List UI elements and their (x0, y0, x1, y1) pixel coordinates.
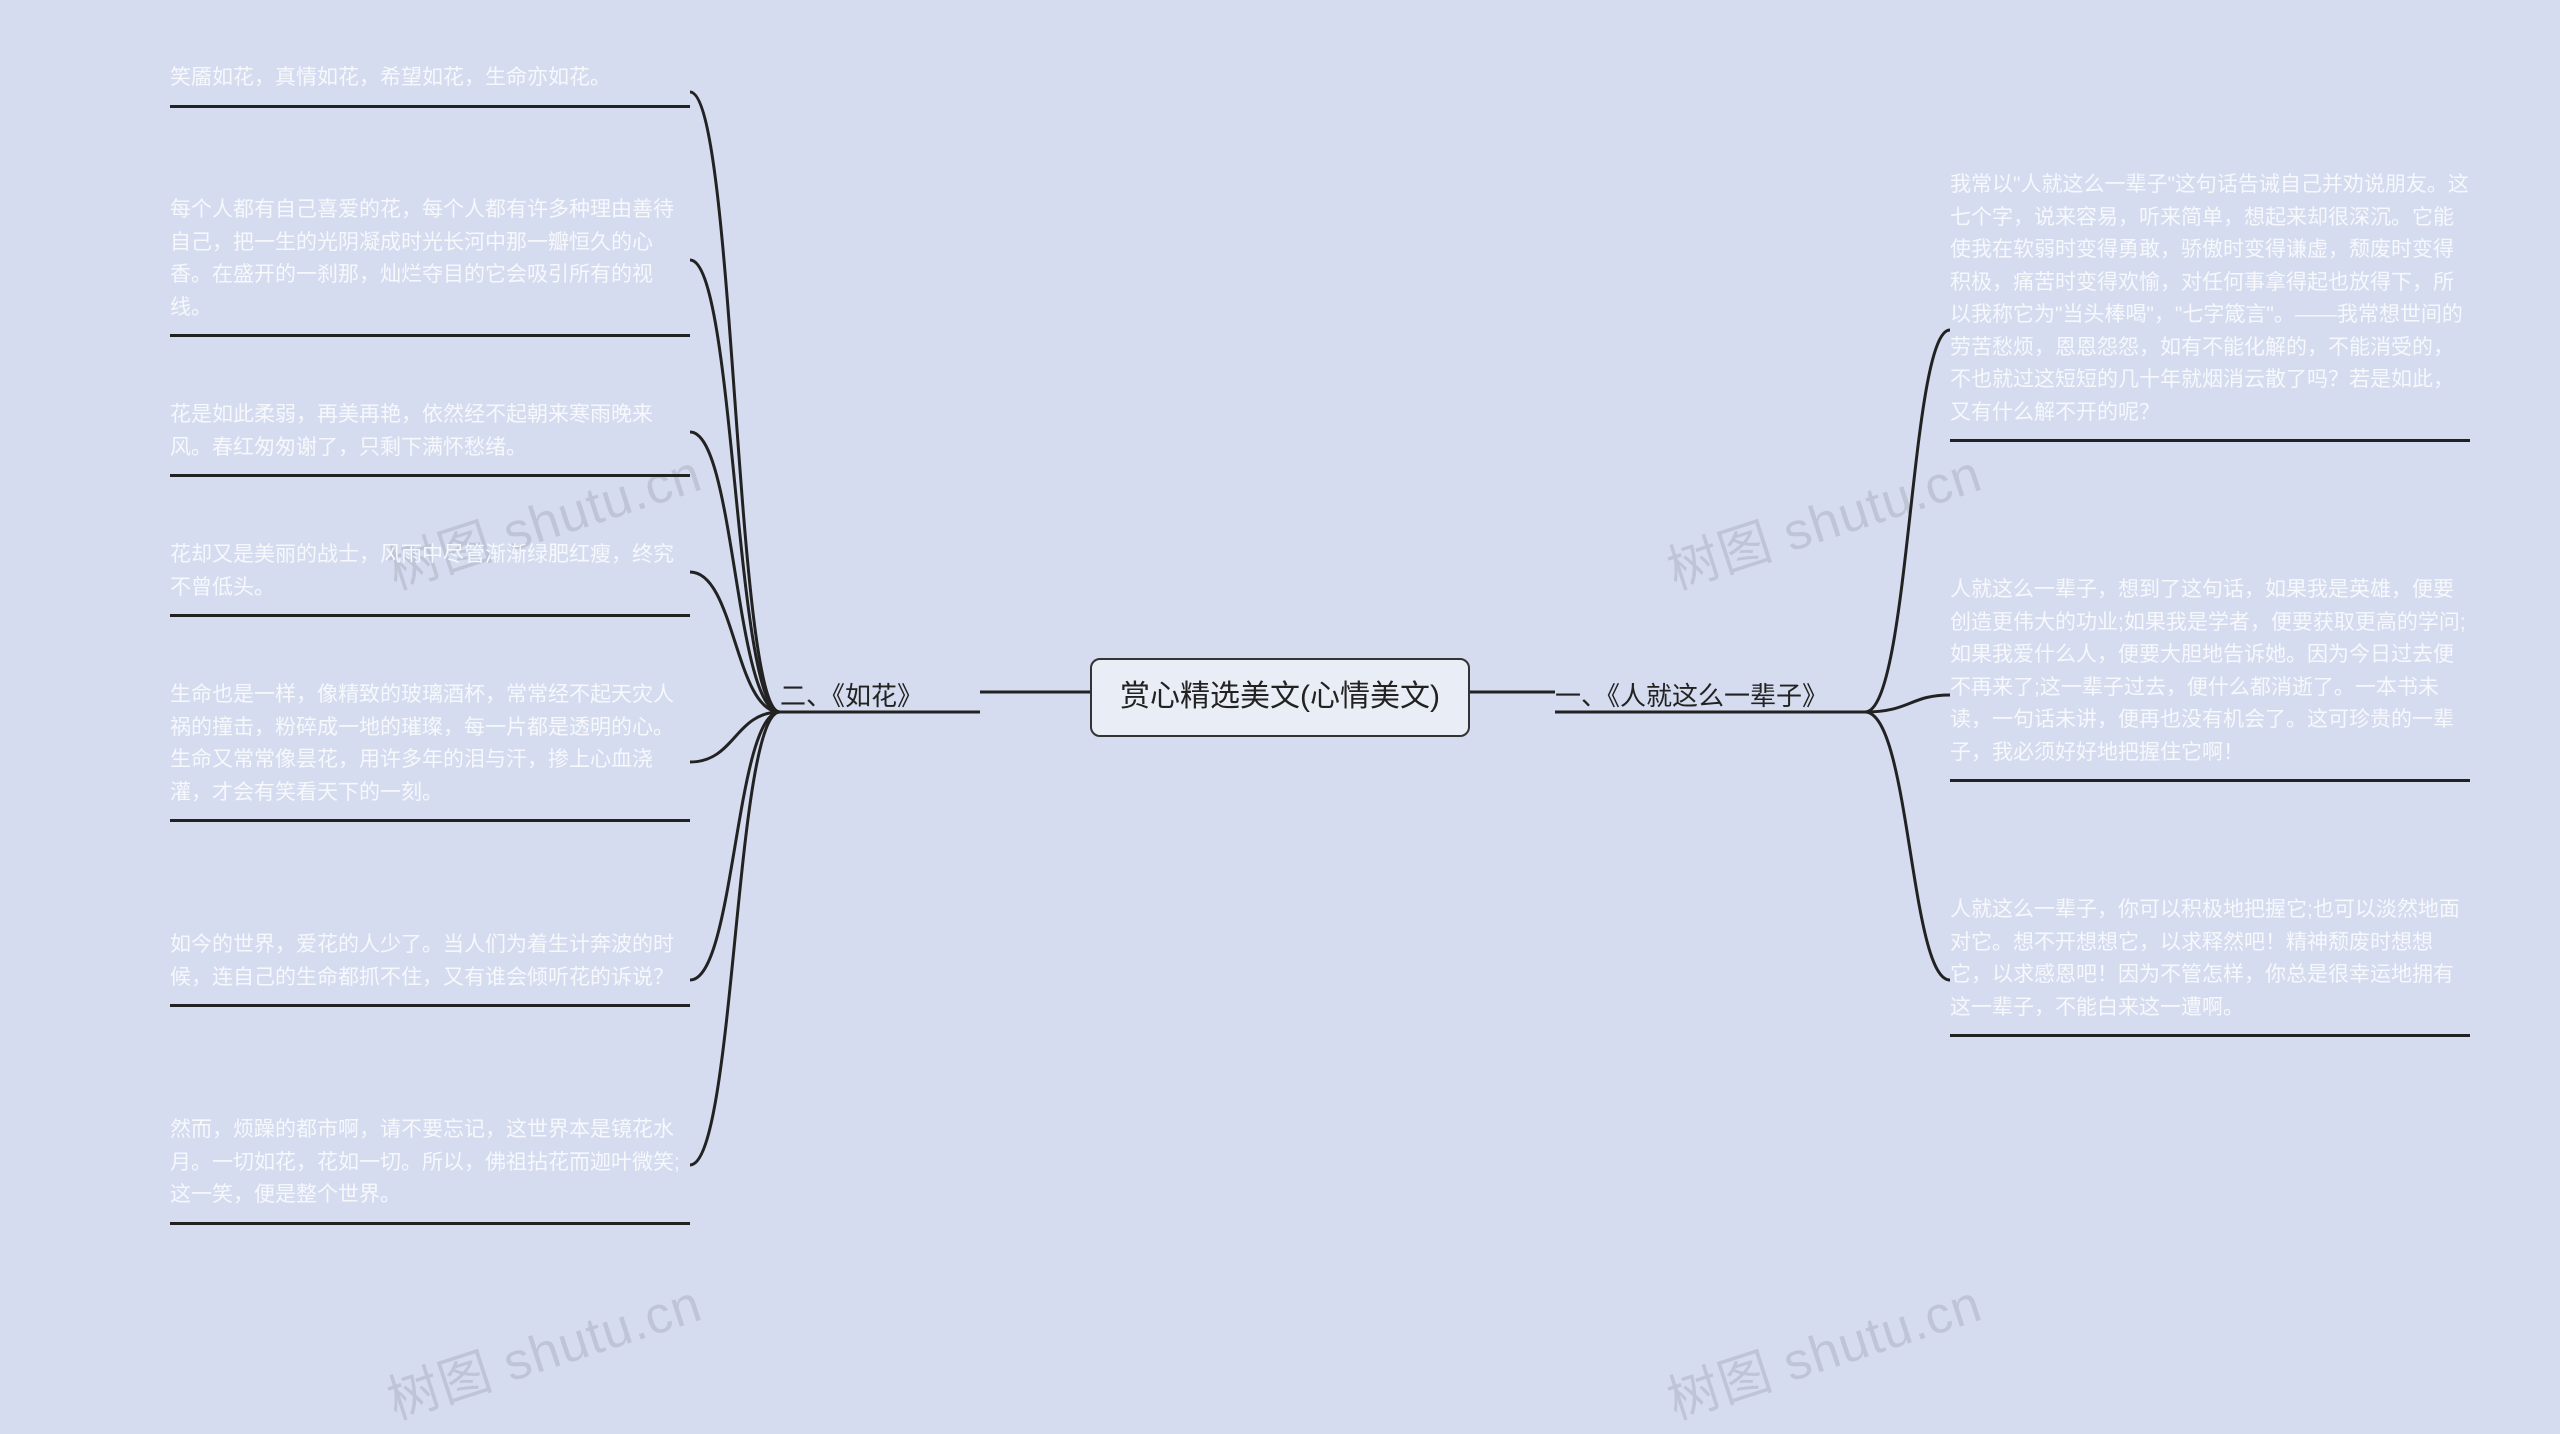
leaf-left-3: 花却又是美丽的战士，风雨中尽管渐渐绿肥红瘦，终究不曾低头。 (170, 535, 690, 617)
leaf-right-1: 人就这么一辈子，想到了这句话，如果我是英雄，便要创造更伟大的功业;如果我是学者，… (1950, 570, 2470, 782)
watermark: 树图 shutu.cn (1656, 1261, 1989, 1433)
leaf-left-4: 生命也是一样，像精致的玻璃酒杯，常常经不起天灾人祸的撞击，粉碎成一地的璀璨，每一… (170, 675, 690, 822)
leaf-right-0: 我常以"人就这么一辈子"这句话告诫自己并劝说朋友。这七个字，说来容易，听来简单，… (1950, 165, 2470, 442)
leaf-right-2: 人就这么一辈子，你可以积极地把握它;也可以淡然地面对它。想不开想想它，以求释然吧… (1950, 890, 2470, 1037)
leaf-left-1: 每个人都有自己喜爱的花，每个人都有许多种理由善待自己，把一生的光阴凝成时光长河中… (170, 190, 690, 337)
leaf-left-5: 如今的世界，爱花的人少了。当人们为着生计奔波的时候，连自己的生命都抓不住，又有谁… (170, 925, 690, 1007)
center-node: 赏心精选美文(心情美文) (1090, 658, 1470, 737)
leaf-left-2: 花是如此柔弱，再美再艳，依然经不起朝来寒雨晚来风。春红匆匆谢了，只剩下满怀愁绪。 (170, 395, 690, 477)
leaf-left-0: 笑靥如花，真情如花，希望如花，生命亦如花。 (170, 58, 690, 108)
leaf-left-6: 然而，烦躁的都市啊，请不要忘记，这世界本是镜花水月。一切如花，花如一切。所以，佛… (170, 1110, 690, 1225)
branch-right: 一、《人就这么一辈子》 (1555, 670, 1865, 722)
watermark: 树图 shutu.cn (1656, 431, 1989, 603)
watermark: 树图 shutu.cn (376, 1261, 709, 1433)
branch-left: 二、《如花》 (780, 670, 980, 722)
